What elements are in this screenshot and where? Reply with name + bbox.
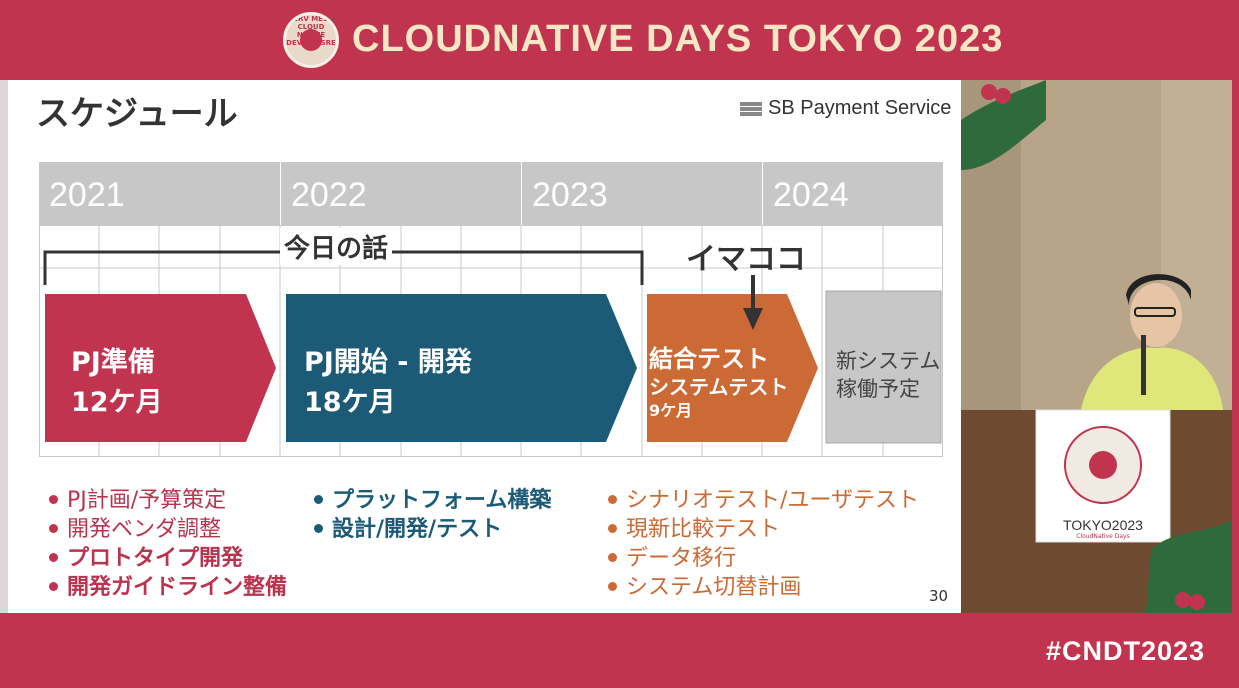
- phase-testing-subtitle: システムテスト: [649, 375, 789, 399]
- phase-preparation-duration: 12ケ月: [71, 387, 163, 418]
- slide-title: スケジュール: [36, 94, 238, 134]
- year-2024: 2024: [762, 162, 943, 225]
- podium-sign-title: TOKYO2023: [1063, 517, 1143, 533]
- year-2023: 2023: [521, 162, 762, 225]
- list-item: PJ計画/予算策定: [49, 486, 287, 515]
- phase-development-title: PJ開始 - 開発: [304, 347, 472, 378]
- list-item: プラットフォーム構築: [314, 486, 551, 515]
- phase-arrow-development: [286, 294, 637, 442]
- bullet-dot: [608, 552, 617, 562]
- podium-logo-ring: [1089, 451, 1117, 479]
- phase-testing-title: 結合テスト: [649, 345, 769, 373]
- now-marker-label: イマココ: [686, 242, 806, 277]
- phase-launch-subtitle: 稼働予定: [836, 377, 920, 401]
- bullet-dot: [49, 552, 58, 562]
- phase-launch-title: 新システム: [836, 349, 941, 373]
- schedule-grid: 2021 2022 2023 2024: [39, 162, 943, 457]
- company-name: SB Payment Service: [768, 97, 952, 119]
- phase-development-label: PJ開始 - 開発 18ケ月: [304, 343, 472, 423]
- list-item: 開発ガイドライン整備: [49, 573, 287, 602]
- company-mark-icon: [740, 101, 762, 116]
- list-item: プロトタイプ開発: [49, 544, 287, 573]
- left-edge: [0, 80, 8, 613]
- phase-preparation-title: PJ準備: [71, 347, 155, 378]
- bullet-dot: [49, 523, 58, 533]
- speaker-glasses: [1134, 307, 1176, 317]
- logo-ring: [300, 29, 322, 51]
- list-item: 開発ベンダ調整: [49, 515, 287, 544]
- phase-arrow-testing: [647, 294, 818, 442]
- list-item: システム切替計画: [608, 573, 919, 602]
- phase-box-launch: [825, 290, 942, 444]
- holly-berry: [1189, 594, 1205, 610]
- year-header-row: 2021 2022 2023 2024: [39, 162, 943, 225]
- speaker-video-feed: TOKYO2023 CloudNative Days: [961, 80, 1232, 613]
- holly-berry: [1175, 592, 1191, 608]
- conference-header-bar: SERV MESH CLOUD NATIVE DEVOPS SRE CLOUDN…: [0, 0, 1239, 80]
- microphone-icon: [1141, 335, 1146, 395]
- bullet-dot: [49, 494, 58, 504]
- list-item: シナリオテスト/ユーザテスト: [608, 486, 919, 515]
- event-hashtag: #CNDT2023: [1046, 636, 1206, 666]
- bullet-list-testing: シナリオテスト/ユーザテスト 現新比較テスト データ移行 システム切替計画: [608, 486, 919, 602]
- bullet-dot: [608, 523, 617, 533]
- bullet-dot: [314, 523, 323, 533]
- bullet-dot: [608, 581, 617, 591]
- conference-title: CLOUDNATIVE DAYS TOKYO 2023: [352, 18, 1004, 60]
- bullet-list-development: プラットフォーム構築 設計/開発/テスト: [314, 486, 551, 544]
- holly-leaves-bottom: [1146, 520, 1232, 613]
- phase-development-duration: 18ケ月: [304, 387, 396, 418]
- conference-logo: SERV MESH CLOUD NATIVE DEVOPS SRE: [283, 12, 339, 68]
- holly-berry: [995, 88, 1011, 104]
- podium-sign-subtitle: CloudNative Days: [1076, 533, 1130, 540]
- list-item: 現新比較テスト: [608, 515, 919, 544]
- phase-arrow-preparation: [45, 294, 276, 442]
- year-2022: 2022: [280, 162, 521, 225]
- speaker-jacket: [1081, 347, 1223, 410]
- holly-leaves-top: [961, 80, 1046, 170]
- speaker-hair: [1126, 274, 1191, 305]
- phase-preparation-label: PJ準備 12ケ月: [71, 343, 163, 423]
- slide-page-number: 30: [929, 587, 949, 605]
- phase-testing-duration: 9ケ月: [649, 401, 693, 420]
- bullet-dot: [314, 494, 323, 504]
- right-edge: [1232, 80, 1239, 613]
- year-2021: 2021: [49, 176, 125, 214]
- bullet-dot: [49, 581, 58, 591]
- scope-label: 今日の話: [280, 228, 393, 265]
- presentation-slide: スケジュール SB Payment Service 2021 2022 2023…: [8, 80, 961, 613]
- bullet-dot: [608, 494, 617, 504]
- speaker-scene: [961, 80, 1232, 613]
- company-logo: SB Payment Service: [740, 97, 951, 120]
- bullet-list-preparation: PJ計画/予算策定 開発ベンダ調整 プロトタイプ開発 開発ガイドライン整備: [49, 486, 287, 602]
- now-arrow-head: [743, 308, 763, 330]
- phase-launch-label: 新システム 稼働予定: [836, 347, 940, 403]
- holly-berry: [981, 84, 997, 100]
- timeline-overlay: [43, 250, 942, 444]
- phase-testing-label: 結合テスト システムテスト 9ケ月: [649, 344, 788, 422]
- list-item: データ移行: [608, 544, 919, 573]
- list-item: 設計/開発/テスト: [314, 515, 551, 544]
